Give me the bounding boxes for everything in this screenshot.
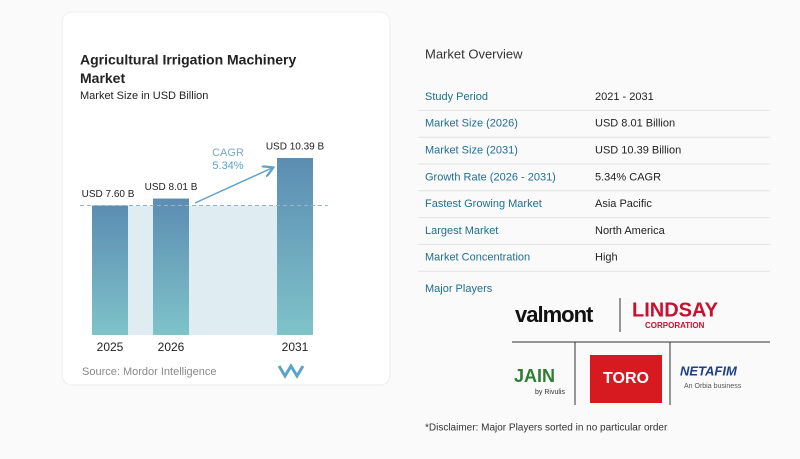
- x-tick-label: 2026: [158, 340, 185, 354]
- bar: [92, 205, 128, 335]
- value-label: USD 8.01 B: [145, 182, 198, 193]
- row-label: Study Period: [425, 91, 488, 103]
- row-value: 2021 - 2031: [595, 91, 654, 103]
- row-value: Asia Pacific: [595, 198, 652, 210]
- cagr-value: 5.34%: [212, 160, 243, 172]
- logo: TORO: [603, 370, 649, 387]
- row-label: Largest Market: [425, 225, 498, 237]
- disclaimer: *Disclaimer: Major Players sorted in no …: [425, 423, 668, 434]
- row-label: Market Concentration: [425, 252, 530, 264]
- row-value: USD 10.39 Billion: [595, 145, 681, 157]
- row-label: Fastest Growing Market: [425, 198, 542, 210]
- brand-icon: [277, 363, 305, 379]
- x-tick-label: 2031: [282, 340, 309, 354]
- row-label: Market Size (2026): [425, 118, 518, 130]
- row-value: USD 8.01 Billion: [595, 118, 675, 130]
- logo-box: [590, 355, 662, 403]
- value-label: USD 7.60 B: [82, 189, 135, 200]
- logo: CORPORATION: [645, 321, 705, 330]
- overview-title: Market Overview: [425, 46, 523, 61]
- value-label: USD 10.39 B: [266, 142, 325, 153]
- row-value: High: [595, 252, 618, 264]
- source: Source: Mordor Intelligence: [82, 366, 217, 378]
- shade: [128, 205, 277, 335]
- players-title: Major Players: [425, 283, 493, 295]
- row-label: Market Size (2031): [425, 145, 518, 157]
- row-label: Growth Rate (2026 - 2031): [425, 171, 556, 183]
- cagr-label: CAGR: [212, 147, 244, 159]
- bar: [277, 158, 313, 335]
- logo: valmont: [515, 302, 594, 327]
- logo: An Orbia business: [684, 383, 742, 390]
- row-value: North America: [595, 225, 666, 237]
- row-value: 5.34% CAGR: [595, 171, 661, 183]
- logo: NETAFIM: [680, 363, 738, 378]
- logo: by Rivulis: [535, 389, 565, 396]
- logo: JAIN: [514, 366, 555, 386]
- x-tick-label: 2025: [97, 340, 124, 354]
- chart-subtitle: Market Size in USD Billion: [80, 90, 208, 102]
- bar: [153, 198, 189, 335]
- logo: LINDSAY: [632, 299, 719, 321]
- cagr-arrow: [194, 168, 272, 204]
